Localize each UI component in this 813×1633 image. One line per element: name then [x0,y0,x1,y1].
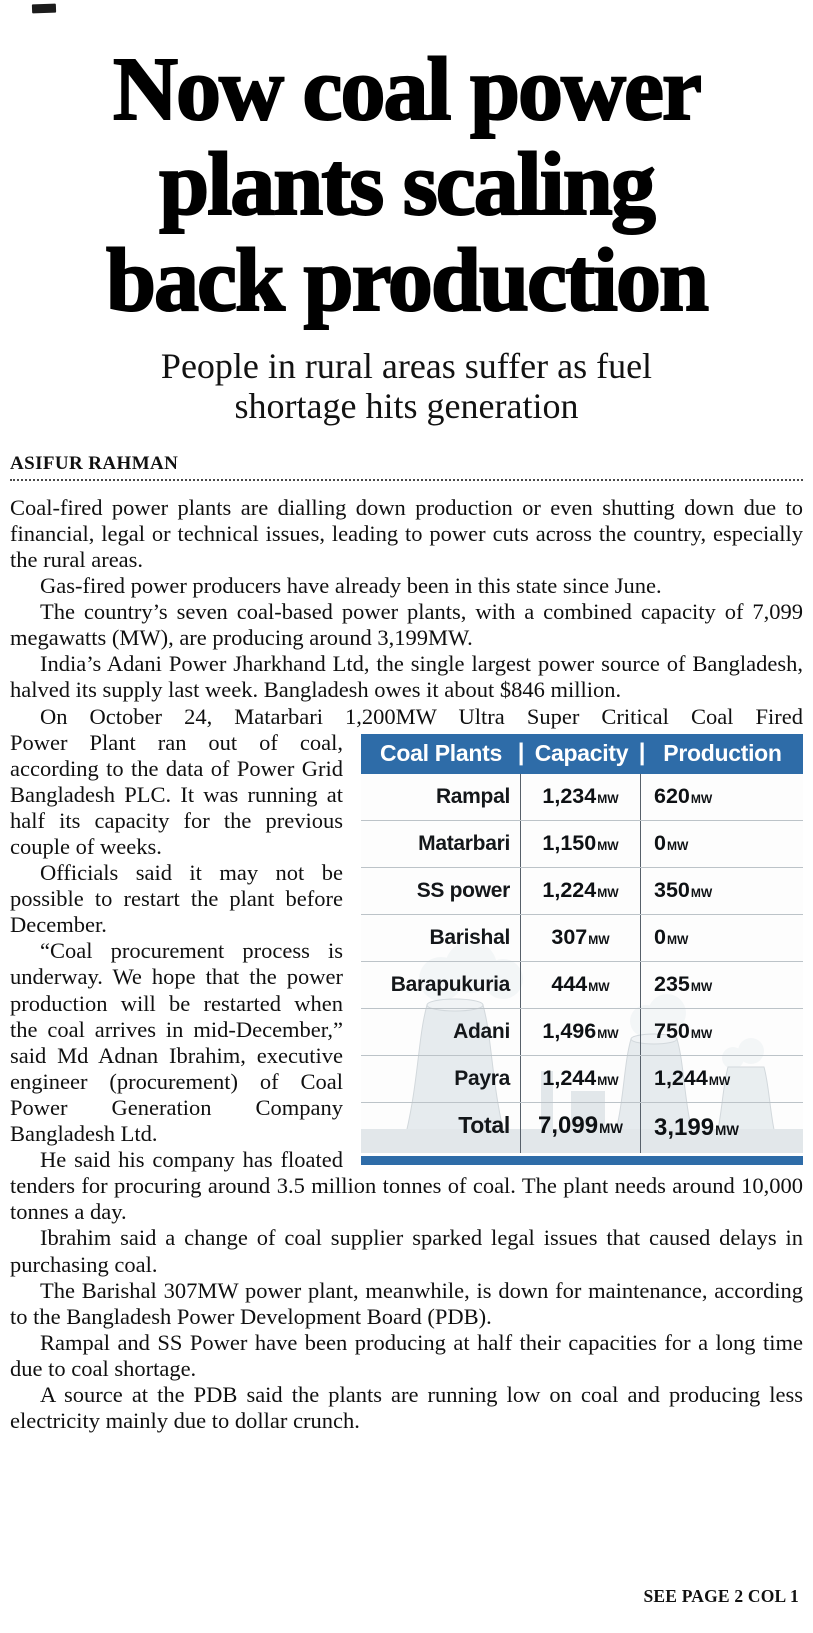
total-production: 3,199MW [641,1114,803,1142]
plant-name: Barapukuria [361,961,521,1008]
production-value: 750 [654,1019,690,1044]
plant-name: Barishal [361,914,521,961]
table-row: Matarbari 1,150MW 0MW [361,820,803,868]
continuation-note: SEE PAGE 2 COL 1 [643,1586,799,1606]
dotted-divider [10,478,803,481]
paragraph-seven-plants: The country’s seven coal-based power pla… [10,599,803,651]
paragraph-officials: Officials said it may not be possible to… [10,860,343,938]
byline: ASIFUR RAHMAN [10,452,179,474]
table-row: Barishal 307MW 0MW [361,914,803,962]
plant-capacity: 444MW [521,961,641,1008]
unit-label: MW [597,1026,619,1041]
production-value: 235 [654,972,690,997]
plant-production: 0MW [641,831,803,856]
capacity-value: 307 [551,924,588,949]
plant-name: Matarbari [361,820,521,867]
capacity-value: 1,150 [542,830,597,855]
plant-capacity: 1,234MW [521,773,641,820]
production-value: 0 [654,831,666,856]
table-header: Coal Plants Capacity Production | | [361,733,803,774]
capacity-value: 1,496 [542,1018,597,1043]
header-coal-plants: Coal Plants [380,740,502,767]
table-row: Adani 1,496MW 750MW [361,1008,803,1056]
header-separator-icon: | [638,738,646,766]
unit-label: MW [690,792,713,807]
capacity-value: 1,234 [542,783,597,808]
production-value: 0 [654,925,666,950]
unit-label: MW [597,838,619,853]
paragraph-quote: “Coal procurement process is underway. W… [10,938,343,1147]
paragraph-supplier: Ibrahim said a change of coal supplier s… [10,1225,803,1277]
unit-label: MW [690,980,713,995]
total-label: Total [361,1102,521,1153]
headline-line-2: plants scaling [158,135,657,235]
plant-production: 1,244MW [641,1066,803,1091]
capacity-value: 1,224 [542,877,597,902]
article-headline: Now coal power plants scaling back produ… [10,40,803,330]
plant-production: 620MW [641,784,803,809]
table-row: Barapukuria 444MW 235MW [361,961,803,1009]
article-subtitle: People in rural areas suffer as fuel sho… [160,346,653,427]
paragraph-adani: India’s Adani Power Jharkhand Ltd, the s… [10,651,803,703]
print-ink-mark [31,3,57,14]
table-total-row: Total 7,099MW 3,199MW [361,1102,803,1153]
header-capacity: Capacity [534,740,629,767]
unit-label: MW [690,886,713,901]
unit-label: MW [666,933,689,948]
capacity-value: 444 [551,971,588,996]
plant-name: Adani [361,1008,521,1055]
article-body: Coal-fired power plants are dialling dow… [10,495,803,1434]
header-production: Production [663,740,782,767]
paragraph-matarbari-rest: Power Plant ran out of coal, according t… [10,729,343,860]
unit-label: MW [599,1120,623,1136]
paragraph-pdb-source: A source at the PDB said the plants are … [10,1381,803,1434]
unit-label: MW [597,1073,619,1088]
plant-capacity: 1,496MW [521,1008,641,1055]
unit-label: MW [666,839,689,854]
production-value: 620 [654,784,690,809]
table-row: Payra 1,244MW 1,244MW [361,1055,803,1103]
production-value: 350 [654,878,690,903]
unit-label: MW [708,1074,731,1089]
plant-capacity: 1,224MW [521,867,641,914]
total-capacity: 7,099MW [521,1102,641,1153]
table-row: SS power 1,224MW 350MW [361,867,803,915]
headline-line-1: Now coal power [112,40,703,139]
table-accent-bar [361,1155,803,1165]
plant-production: 235MW [641,972,803,997]
unit-label: MW [588,932,610,947]
table-wrap-zone: Coal Plants Capacity Production | | [10,729,803,1165]
paragraph-lead: Coal-fired power plants are dialling dow… [10,494,803,572]
headline-line-3: back production [105,230,710,330]
paragraph-matarbari-intro: On October 24, Matarbari 1,200MW Ultra S… [40,703,803,729]
paragraph-gas-june: Gas-fired power producers have already b… [40,573,662,599]
plant-name: Payra [361,1055,521,1102]
plant-production: 0MW [641,925,803,950]
unit-label: MW [597,885,619,900]
plant-name: Rampal [361,773,521,820]
table-row: Rampal 1,234MW 620MW [361,773,803,821]
coal-plants-table: Coal Plants Capacity Production | | [361,733,803,1165]
unit-label: MW [597,791,619,806]
plant-production: 350MW [641,878,803,903]
unit-label: MW [588,979,610,994]
paragraph-barishal: The Barishal 307MW power plant, meanwhil… [10,1277,803,1329]
plant-capacity: 1,150MW [521,820,641,867]
plant-production: 750MW [641,1019,803,1044]
paragraph-tenders: He said his company has floated tenders … [10,1147,803,1225]
plant-capacity: 307MW [521,914,641,961]
table-body: Rampal 1,234MW 620MW Matarbari 1,150MW 0… [361,773,803,1153]
production-value: 1,244 [654,1066,708,1091]
capacity-value: 1,244 [542,1065,597,1090]
plant-name: SS power [361,867,521,914]
unit-label: MW [715,1122,739,1138]
production-value: 3,199 [654,1113,715,1141]
paragraph-rampal-ss: Rampal and SS Power have been producing … [10,1329,803,1381]
unit-label: MW [690,1027,713,1042]
header-separator-icon: | [517,738,525,766]
plant-capacity: 1,244MW [521,1055,641,1102]
capacity-value: 7,099 [538,1111,599,1139]
